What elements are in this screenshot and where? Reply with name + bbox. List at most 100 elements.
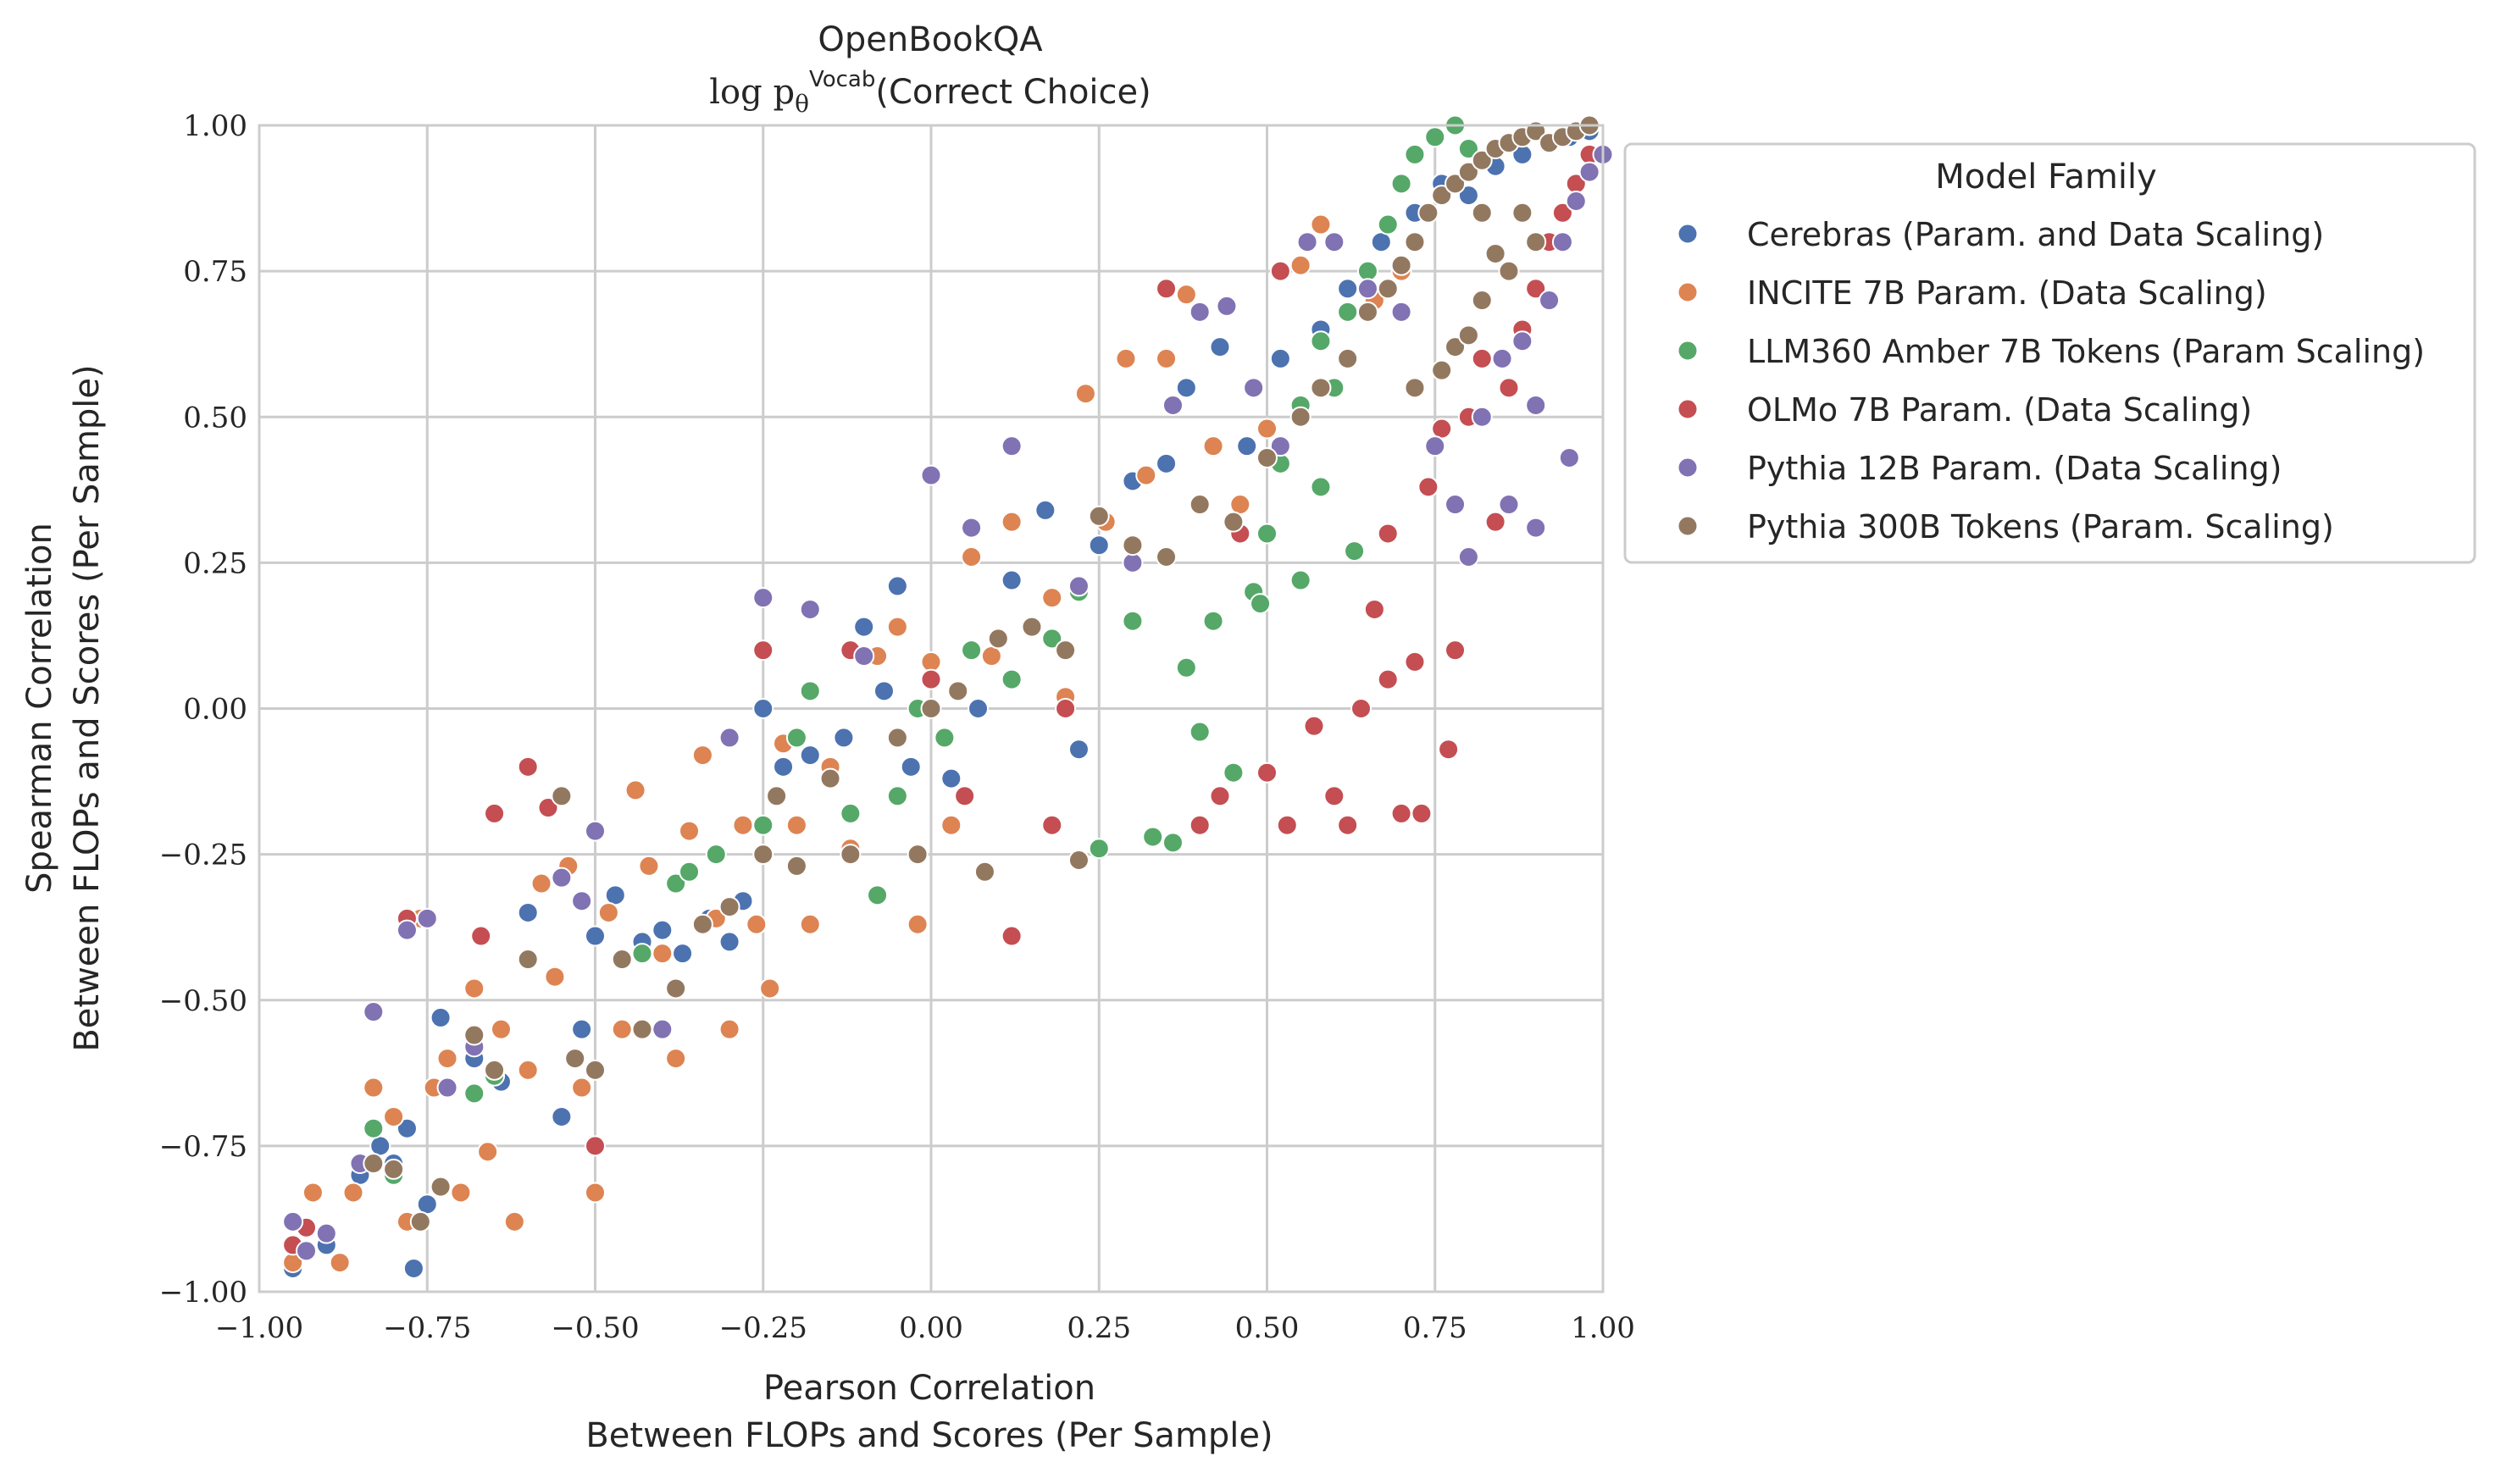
data-point xyxy=(691,913,713,935)
data-point xyxy=(1390,254,1412,276)
data-point xyxy=(1256,761,1278,784)
data-point xyxy=(705,844,727,866)
data-point xyxy=(585,1059,606,1081)
data-point xyxy=(652,1018,674,1040)
data-point xyxy=(1289,569,1312,591)
data-point xyxy=(551,1105,573,1127)
data-point xyxy=(1034,499,1056,521)
data-point xyxy=(1243,377,1265,399)
data-point xyxy=(1115,347,1137,369)
data-point xyxy=(537,797,559,819)
data-point xyxy=(1175,656,1197,678)
data-point xyxy=(1189,494,1211,516)
data-point xyxy=(490,1018,512,1040)
data-point xyxy=(1525,278,1547,300)
data-point xyxy=(1088,838,1110,860)
data-point xyxy=(484,1059,506,1081)
data-point xyxy=(691,745,713,767)
data-point xyxy=(1370,231,1392,253)
data-point xyxy=(1363,598,1385,620)
data-point xyxy=(1457,185,1479,207)
data-point xyxy=(1377,213,1399,235)
data-point xyxy=(1457,324,1479,346)
data-point xyxy=(463,977,485,999)
data-point xyxy=(1229,494,1251,516)
data-point xyxy=(1156,278,1178,300)
data-point xyxy=(672,943,694,965)
y-tick-label: −0.25 xyxy=(159,839,247,872)
subtitle-sup: Vocab xyxy=(809,67,875,92)
data-point xyxy=(968,698,990,719)
data-point xyxy=(477,1141,499,1163)
legend-label: Pythia 12B Param. (Data Scaling) xyxy=(1747,450,2282,487)
data-point xyxy=(1269,347,1291,369)
y-tick-label: 0.50 xyxy=(183,401,247,435)
data-point xyxy=(342,1182,364,1204)
data-point xyxy=(611,1018,633,1040)
data-point xyxy=(665,872,687,894)
data-point xyxy=(1438,739,1460,761)
x-tick-label: −1.00 xyxy=(215,1311,303,1345)
data-point xyxy=(920,651,942,673)
data-point xyxy=(1189,814,1211,836)
data-point xyxy=(571,1018,593,1040)
data-point xyxy=(1445,640,1467,662)
data-point xyxy=(302,1182,324,1204)
legend-marker xyxy=(1677,398,1699,420)
data-point xyxy=(785,727,807,749)
data-point xyxy=(604,884,626,906)
data-point xyxy=(1484,511,1506,533)
data-point xyxy=(840,802,862,824)
data-point xyxy=(1511,202,1533,224)
data-point xyxy=(718,1018,740,1040)
data-point xyxy=(1068,739,1090,761)
data-point xyxy=(679,861,701,883)
data-point xyxy=(1156,452,1178,474)
data-point xyxy=(1350,698,1372,719)
data-point xyxy=(1525,517,1547,539)
data-point xyxy=(624,779,646,801)
data-point xyxy=(450,1182,472,1204)
data-point xyxy=(840,844,862,866)
data-point xyxy=(611,949,633,971)
grid-lines xyxy=(258,124,1605,1293)
data-point xyxy=(886,727,908,749)
legend-label: Cerebras (Param. and Data Scaling) xyxy=(1747,216,2324,253)
data-point xyxy=(773,756,795,778)
data-point xyxy=(1558,446,1580,468)
x-tick-labels: −1.00 −0.75 −0.50 −0.25 0.00 0.25 0.50 0.75 1.00 xyxy=(215,1311,1635,1345)
data-point xyxy=(732,814,754,836)
data-point xyxy=(799,680,821,702)
data-point xyxy=(799,913,821,935)
legend-box xyxy=(1623,142,2476,564)
data-point xyxy=(1175,377,1197,399)
data-point xyxy=(1337,278,1359,300)
data-point xyxy=(1471,149,1493,171)
data-point xyxy=(1525,231,1547,253)
data-point xyxy=(1001,569,1023,591)
data-point xyxy=(1074,383,1096,405)
data-point xyxy=(402,1257,424,1279)
data-point xyxy=(530,872,552,894)
data-point xyxy=(1162,394,1184,416)
data-point xyxy=(1310,330,1332,352)
data-point xyxy=(1404,231,1426,253)
data-points xyxy=(282,114,1614,1279)
data-point xyxy=(907,844,929,866)
series-group xyxy=(282,143,1600,1256)
data-point xyxy=(652,943,674,965)
data-point xyxy=(920,698,942,719)
data-point xyxy=(363,1077,385,1099)
data-point xyxy=(631,1018,653,1040)
data-point xyxy=(1122,551,1144,573)
data-point xyxy=(886,785,908,807)
y-tick-label: 0.25 xyxy=(183,546,247,580)
data-point xyxy=(1578,161,1600,183)
data-point xyxy=(1356,301,1378,323)
data-point xyxy=(1404,143,1426,165)
data-point xyxy=(900,756,922,778)
data-point xyxy=(652,919,674,941)
plot-frame xyxy=(258,124,1605,1293)
data-point xyxy=(679,820,701,842)
